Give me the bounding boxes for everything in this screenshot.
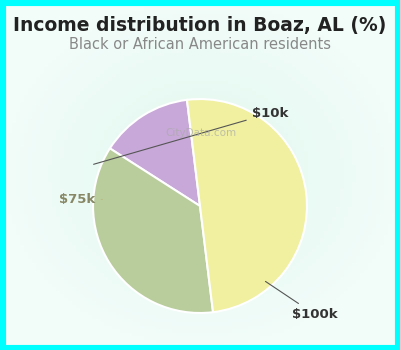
Text: $75k: $75k: [59, 193, 102, 206]
Text: $100k: $100k: [266, 281, 338, 321]
Wedge shape: [93, 148, 213, 313]
Wedge shape: [187, 99, 307, 312]
Text: CityData.com: CityData.com: [166, 128, 237, 139]
Text: Income distribution in Boaz, AL (%): Income distribution in Boaz, AL (%): [13, 16, 387, 35]
Wedge shape: [110, 100, 200, 206]
Text: $10k: $10k: [94, 107, 288, 164]
Text: Black or African American residents: Black or African American residents: [69, 37, 331, 52]
